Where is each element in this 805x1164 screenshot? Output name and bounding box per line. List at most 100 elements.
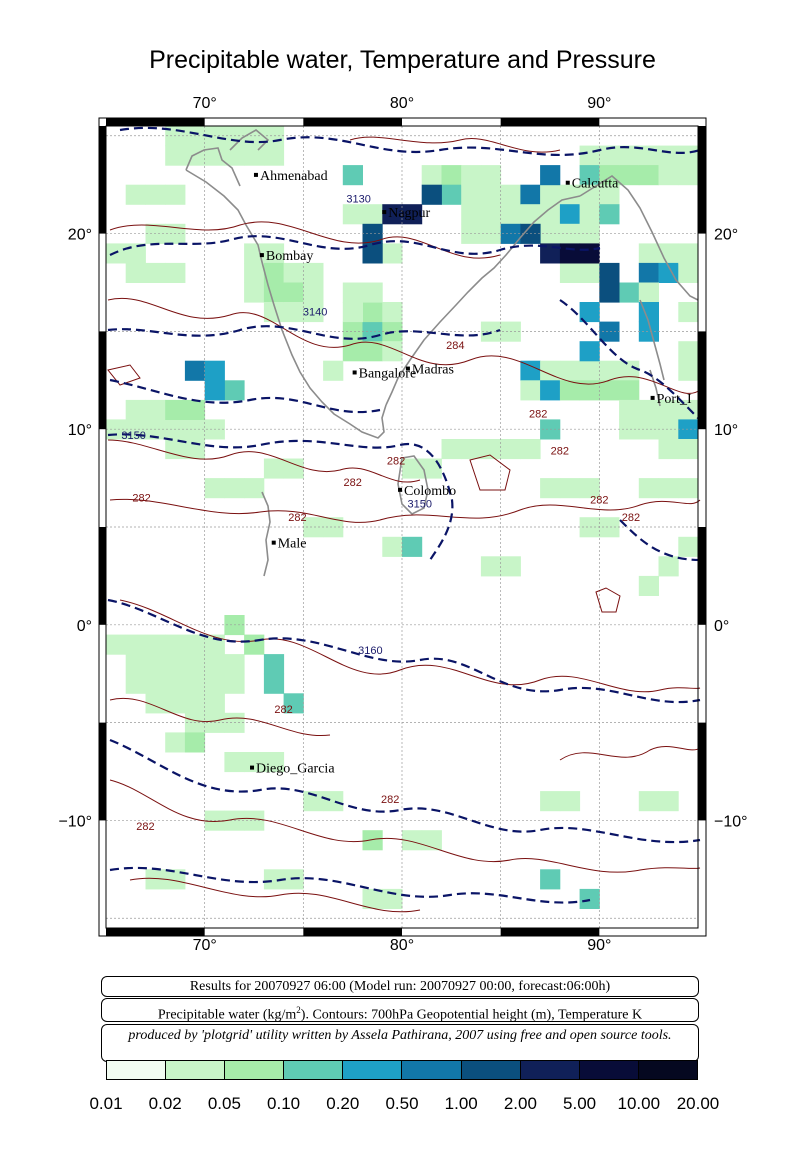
precip-cells: [106, 126, 699, 909]
precip-cell: [244, 282, 265, 303]
contour-label: 282: [274, 704, 292, 716]
precip-cell: [125, 654, 146, 675]
precip-cell: [540, 204, 561, 225]
precip-cell: [579, 478, 600, 499]
precip-cell: [382, 302, 403, 323]
colorbar-tick-label: 5.00: [563, 1094, 597, 1113]
precip-cell: [402, 536, 423, 557]
precip-cell: [520, 380, 541, 401]
colorbar-tick-label: 0.02: [148, 1094, 182, 1113]
precip-cell: [165, 184, 186, 205]
precip-cell: [244, 634, 265, 655]
precip-cell: [638, 575, 659, 596]
precip-cell: [678, 419, 699, 440]
precip-cell: [303, 302, 324, 323]
precip-cell: [559, 204, 581, 225]
precip-cell: [599, 262, 620, 283]
contour-label: 3140: [303, 307, 327, 319]
precip-cell: [520, 204, 541, 225]
frame-segment-top: [106, 118, 205, 126]
city-marker: [271, 540, 276, 545]
results-text: Results for 20070927 06:00 (Model run: 2…: [189, 979, 611, 994]
colorbar-swatch: [401, 1061, 461, 1079]
colorbar-swatch: [578, 1061, 638, 1079]
city-marker: [382, 210, 387, 215]
precip-cell: [382, 536, 403, 557]
colorbar-tick-label: 0.20: [326, 1094, 360, 1113]
precip-cell: [184, 654, 206, 675]
precip-cell: [500, 439, 521, 460]
precip-cell: [184, 439, 206, 460]
precip-cell: [658, 791, 679, 812]
units-prefix: Precipitable water (kg/m: [157, 1007, 297, 1023]
precip-cell: [619, 360, 640, 381]
precip-cell: [559, 360, 581, 381]
precip-cell: [480, 439, 502, 460]
city-marker: [253, 172, 258, 177]
precip-cell: [599, 282, 620, 303]
precip-cell: [540, 869, 561, 890]
precip-cell: [303, 517, 324, 538]
precip-cell: [579, 341, 600, 362]
precip-cell: [599, 380, 620, 401]
precip-cell: [480, 204, 502, 225]
precip-cell: [559, 243, 581, 264]
contour-label: 282: [136, 821, 154, 833]
city-label: Nagpur: [388, 206, 430, 221]
precip-cell: [303, 282, 324, 303]
precip-cell: [165, 145, 186, 166]
lon-tick-label: 70°: [193, 937, 217, 954]
precip-cell: [145, 262, 166, 283]
precip-cell: [204, 145, 225, 166]
lat-tick-label: −10°: [714, 813, 748, 830]
precip-cell: [303, 262, 324, 283]
precip-cell: [678, 165, 699, 186]
precip-cell: [638, 419, 659, 440]
precip-cell: [362, 302, 383, 323]
precip-cell: [145, 869, 166, 890]
precip-cell: [599, 184, 620, 205]
precip-cell: [303, 791, 324, 812]
precip-cell: [638, 791, 659, 812]
precip-cell: [263, 458, 285, 479]
precip-cell: [658, 556, 679, 577]
precip-cell: [658, 419, 679, 440]
frame-segment-left: [99, 331, 106, 430]
precip-cell: [441, 439, 462, 460]
contour-label: 282: [529, 408, 547, 420]
precip-cell: [638, 282, 659, 303]
frame-segment-right: [698, 331, 706, 430]
precip-cell: [263, 869, 285, 890]
precip-cell: [263, 282, 285, 303]
gulf-of-kutch: [185, 147, 241, 187]
precip-cell: [204, 693, 225, 714]
precip-cell: [520, 360, 541, 381]
lon-tick-label: 80°: [390, 95, 414, 112]
precip-cell: [540, 165, 561, 186]
precip-cell: [125, 184, 146, 205]
precip-cell: [402, 458, 423, 479]
precip-cell: [283, 693, 304, 714]
city-marker: [259, 253, 264, 258]
precip-cell: [619, 399, 640, 420]
precip-cell: [204, 360, 225, 381]
frame-segment-right: [698, 722, 706, 821]
precip-cell: [263, 145, 285, 166]
precip-cell: [263, 752, 285, 773]
precip-cell: [599, 321, 620, 342]
precip-cell: [184, 360, 206, 381]
precip-cell: [106, 243, 127, 264]
city-label: Bombay: [266, 249, 313, 264]
precip-cell: [461, 165, 482, 186]
precip-cell: [362, 341, 383, 362]
precip-cell: [165, 634, 186, 655]
contour-label: 284: [446, 340, 464, 352]
lat-tick-label: 0°: [714, 618, 729, 635]
colorbar-tick-label: 1.00: [444, 1094, 478, 1113]
precip-cell: [224, 752, 245, 773]
precip-cell: [382, 243, 403, 264]
precip-cell: [263, 654, 285, 675]
contour-labels: 3130 3140 3150 3150 3160 284 282 282 282 282 282 28…: [121, 193, 640, 833]
frame-segment-bottom: [303, 928, 402, 936]
precip-cell: [559, 478, 581, 499]
